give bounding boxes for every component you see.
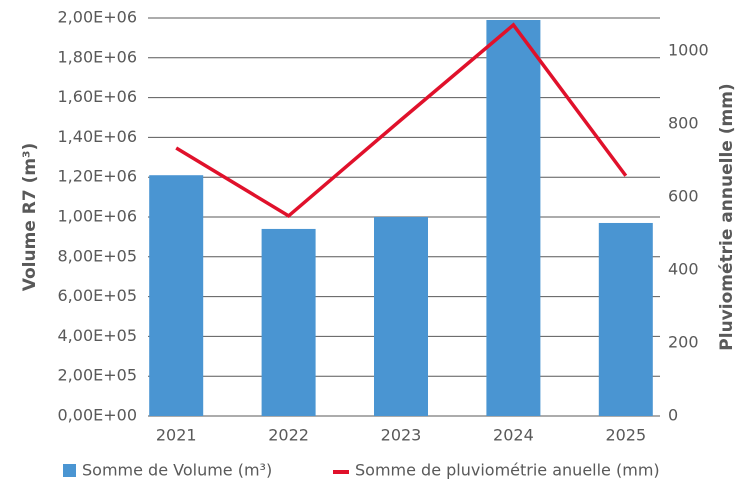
x-tick-label: 2025 xyxy=(605,426,646,445)
y-axis-label: Volume R7 (m³) xyxy=(20,143,40,292)
y-tick-label: 6,00E+05 xyxy=(58,286,138,305)
bar xyxy=(261,228,316,416)
y-tick-label: 0,00E+00 xyxy=(58,406,138,425)
legend-swatch xyxy=(333,470,349,474)
legend-label: Somme de pluviométrie anuelle (mm) xyxy=(355,461,660,480)
bar xyxy=(486,19,541,417)
bar xyxy=(598,222,653,416)
y-tick-label: 4,00E+05 xyxy=(58,326,138,345)
y2-axis-label: Pluviométrie annuelle (mm) xyxy=(717,83,737,350)
y2-tick-label: 200 xyxy=(668,332,699,351)
y-tick-label: 1,00E+06 xyxy=(58,207,138,226)
y-tick-label: 1,80E+06 xyxy=(58,47,138,66)
y2-tick-label: 400 xyxy=(668,259,699,278)
bar xyxy=(149,175,204,416)
y2-tick-label: 600 xyxy=(668,186,699,205)
y-tick-label: 2,00E+05 xyxy=(58,366,138,385)
y-tick-label: 2,00E+06 xyxy=(58,8,138,27)
x-tick-label: 2021 xyxy=(156,426,197,445)
legend-swatch xyxy=(63,464,76,477)
bar xyxy=(374,217,428,416)
y-tick-label: 1,20E+06 xyxy=(58,167,138,186)
x-tick-label: 2023 xyxy=(381,426,422,445)
x-tick-label: 2022 xyxy=(268,426,309,445)
x-tick-label: 2024 xyxy=(493,426,534,445)
y-tick-label: 8,00E+05 xyxy=(58,246,138,265)
legend-label: Somme de Volume (m³) xyxy=(82,461,272,480)
y-tick-label: 1,40E+06 xyxy=(58,127,138,146)
line xyxy=(175,22,628,219)
y-tick-label: 1,60E+06 xyxy=(58,87,138,106)
y2-tick-label: 800 xyxy=(668,113,699,132)
y2-tick-label: 1000 xyxy=(668,40,709,59)
y2-tick-label: 0 xyxy=(668,406,678,425)
